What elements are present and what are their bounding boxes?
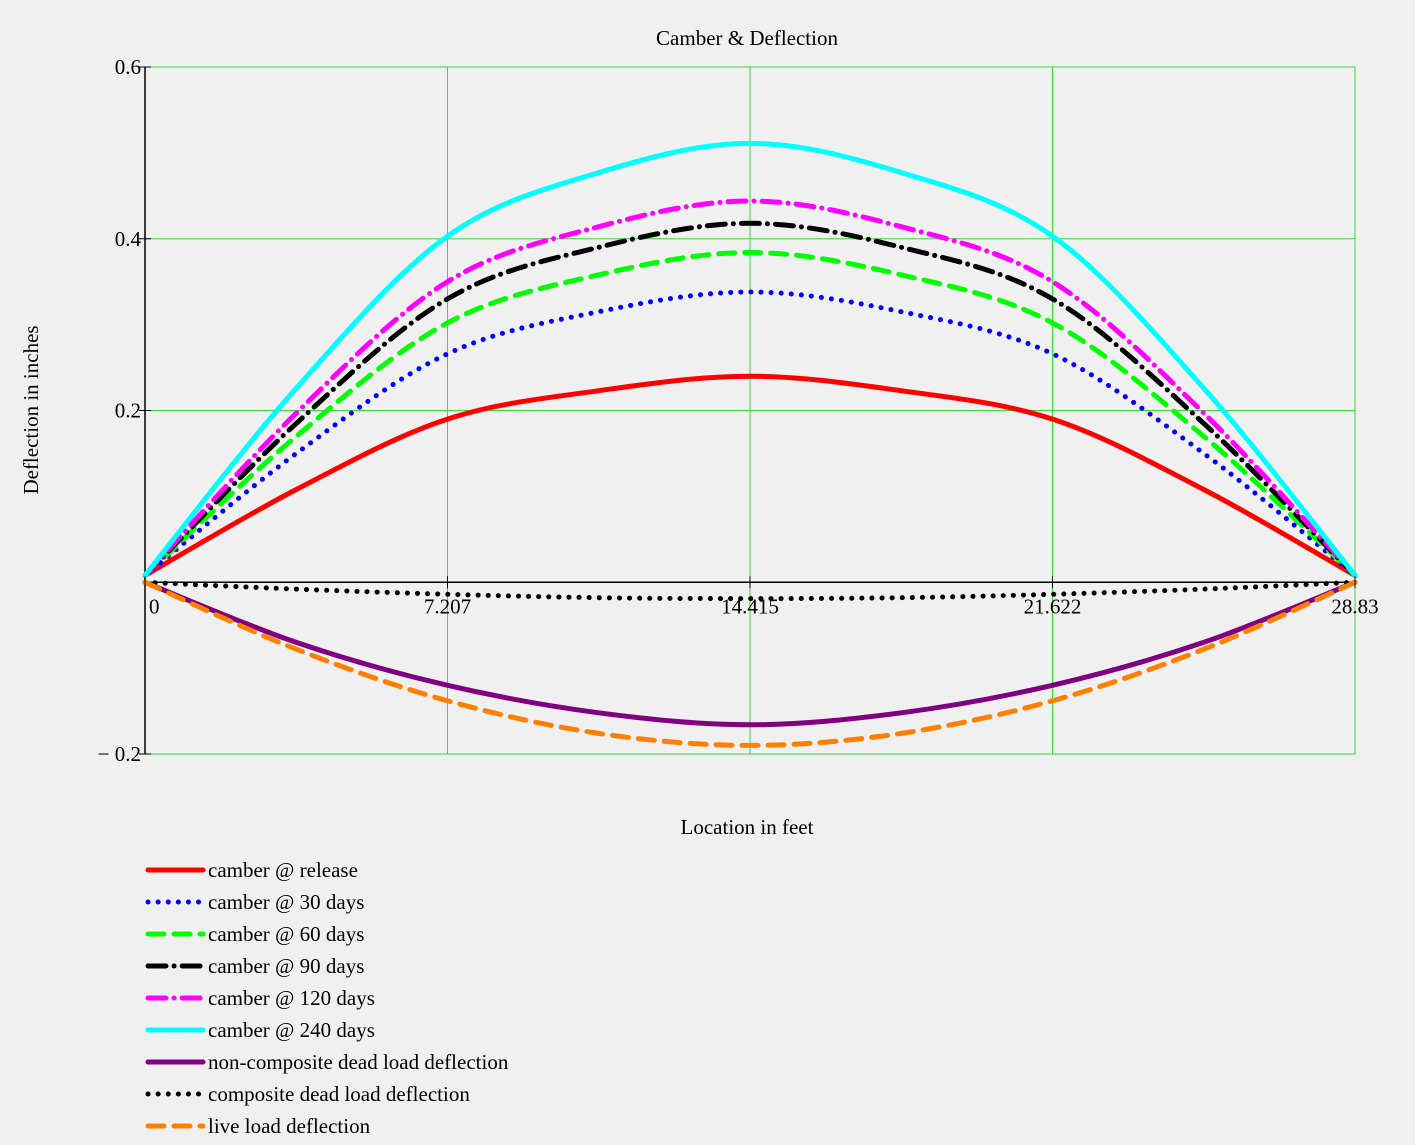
x-axis-label: Location in feet — [681, 815, 814, 839]
legend-label-7: non-composite dead load deflection — [208, 1050, 509, 1074]
legend-label-2: camber @ 30 days — [208, 890, 364, 914]
y-tick-label: − 0.2 — [98, 742, 141, 766]
y-axis-label: Deflection in inches — [19, 325, 43, 494]
legend-label-4: camber @ 90 days — [208, 954, 364, 978]
x-tick-label: 21.622 — [1024, 594, 1082, 618]
tick-labels: 0 7.207 14.415 21.622 28.83 − 0.2 0.2 0.4 0.6 — [98, 55, 1379, 766]
legend: camber @ release camber @ 30 days camber @… — [145, 858, 509, 1138]
legend-label-1: camber @ release — [208, 858, 358, 882]
series-line-6 — [142, 140, 1358, 578]
legend-label-3: camber @ 60 days — [208, 922, 364, 946]
x-tick-label: 14.415 — [721, 594, 779, 618]
y-tick-label: 0.2 — [115, 399, 141, 423]
x-tick-label: 0 — [149, 594, 160, 618]
series-line-8 — [142, 579, 1358, 602]
series-line-3 — [142, 250, 1358, 578]
x-tick-label: 28.83 — [1331, 594, 1378, 618]
series-line-9 — [142, 579, 1358, 748]
series-line-7 — [142, 579, 1358, 728]
chart-title: Camber & Deflection — [656, 26, 838, 50]
series-line-1 — [142, 373, 1358, 578]
series-line-5 — [142, 198, 1358, 578]
x-tick-label: 7.207 — [424, 594, 471, 618]
legend-label-6: camber @ 240 days — [208, 1018, 375, 1042]
y-tick-label: 0.4 — [115, 227, 142, 251]
series-line-4 — [142, 220, 1358, 578]
legend-label-9: live load deflection — [208, 1114, 371, 1138]
legend-label-5: camber @ 120 days — [208, 986, 375, 1010]
series-lines — [142, 140, 1358, 748]
y-tick-label: 0.6 — [115, 55, 141, 79]
series-line-2 — [142, 289, 1358, 578]
legend-label-8: composite dead load deflection — [208, 1082, 470, 1106]
